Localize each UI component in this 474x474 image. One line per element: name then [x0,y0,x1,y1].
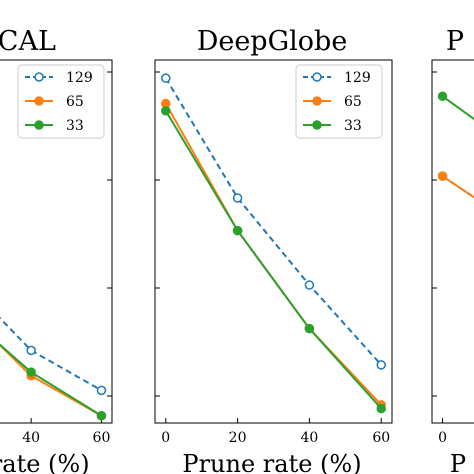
series-line-65 [164,103,382,406]
data-point [161,106,171,116]
x-axis-label: P [450,450,466,474]
legend-label: 65 [66,94,84,110]
x-axis-label: Prune rate (%) [182,450,361,474]
data-point [96,410,107,421]
data-point [96,385,107,396]
data-point [376,403,386,414]
data-point [232,225,243,236]
x-tick-label: 20 [229,430,247,446]
legend-marker [312,96,322,106]
axes-frame [154,59,393,424]
x-tick-label: 60 [93,430,111,446]
legend: 129 65 33 [17,64,105,139]
legend-label: 65 [344,94,362,110]
series-line-33 [164,110,382,410]
legend-label: 129 [344,70,371,86]
data-point [161,73,171,83]
legend: 129 65 33 [295,64,383,139]
x-tick-label: 40 [300,430,318,446]
x-tick-label: 40 [22,430,40,446]
data-point [26,345,36,356]
series-line-65 [0,343,102,417]
series-line-1 [441,175,474,199]
legend-label: 129 [66,70,93,86]
data-point [232,193,243,203]
data-point [437,91,448,102]
legend-label: 33 [66,118,84,134]
x-tick-label: 0 [161,430,170,446]
legend-marker [312,120,322,130]
panel-2: 0PP [431,26,474,474]
legend-box [295,64,383,139]
data-point [304,280,315,290]
series-line-33 [0,343,102,417]
data-point [376,360,386,370]
chart-title: P [446,26,464,57]
panel-1: 0 20 40 60 DeepGlobe Prune rate (%) 129 65 33 [154,26,393,474]
legend-marker [34,72,44,82]
x-tick-label: 60 [372,430,390,446]
panel-0: 40 60 PASCAL Prune rate (%) 129 65 33 [0,26,113,474]
chart-title: DeepGlobe [197,26,348,57]
legend-box [17,64,105,139]
chart-title: PASCAL [0,26,56,57]
data-point [304,323,315,334]
series-line-0 [441,175,474,199]
data-point [437,171,448,181]
legend-marker [312,72,322,82]
x-tick-label: 0 [438,430,447,446]
axes-frame [431,59,474,424]
x-axis-label: Prune rate (%) [0,450,90,474]
axes-frame [0,59,113,424]
legend-marker [34,96,44,106]
legend-label: 33 [344,118,362,134]
legend-marker [34,120,44,130]
data-point [26,367,36,377]
series-line-2 [441,95,474,121]
series-line-129 [0,316,102,392]
